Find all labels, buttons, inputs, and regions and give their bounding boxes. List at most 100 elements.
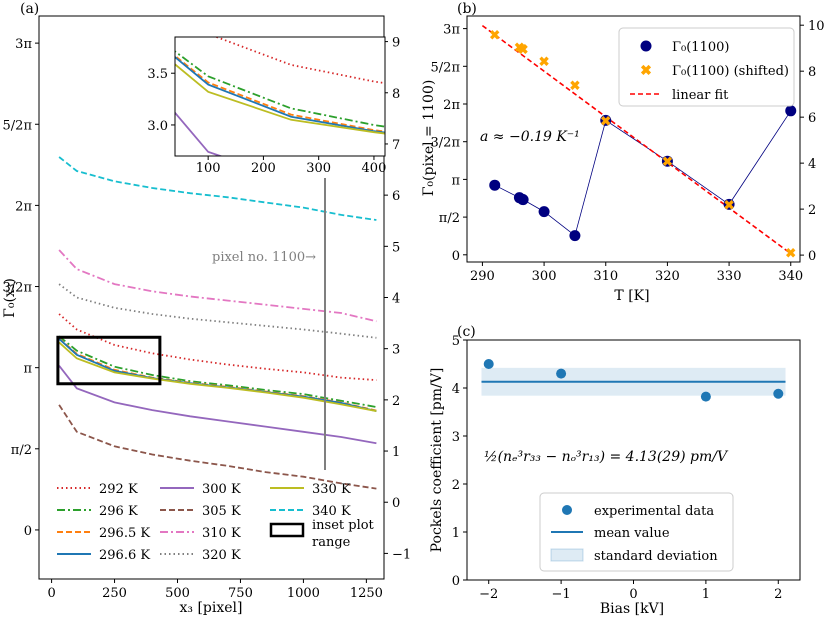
- panel-b-label: (b): [457, 1, 477, 17]
- y-right-tick-label: 3: [392, 343, 400, 358]
- panel-c-label: (c): [457, 324, 476, 340]
- x-tick-label: 290: [470, 269, 495, 284]
- x-tick-label: 310: [593, 269, 618, 284]
- y-tick-label: 2: [452, 478, 460, 493]
- panel-a-xlabel: x₃ [pixel]: [180, 600, 243, 616]
- legend-label: 300 K: [202, 482, 241, 497]
- shifted-point: ✖: [785, 246, 796, 261]
- panel-b: ✖✖✖✖✖✖✖✖✖✖ 290 300 310 320 330 3400π/2π3/2π2π…: [421, 1, 825, 304]
- inset-series-line-296-5-K: [175, 54, 385, 133]
- shifted-point: ✖: [569, 79, 580, 94]
- x-tick-label: 2: [774, 587, 782, 602]
- y-tick-label: 3/2π: [431, 136, 461, 151]
- legend-inset-box: [269, 522, 305, 538]
- y-right-tick-label: 2: [808, 203, 816, 218]
- series-line-310-K: [58, 249, 377, 323]
- gamma-point: [600, 114, 612, 126]
- y-right-tick-label: 10: [808, 19, 825, 34]
- legend-marker-gamma: [640, 40, 652, 52]
- inset-x-tick-label: 300: [306, 161, 331, 176]
- legend-label: inset plot range: [312, 518, 375, 550]
- panel-c-ylabel: Pockels coefficient [pm/V]: [429, 368, 445, 553]
- inset-plot: 100 200 300 400 3.0 3.5: [147, 0, 830, 176]
- y-right-tick-label: 0: [808, 249, 816, 264]
- gamma-point: [569, 230, 581, 242]
- legend-label: 292 K: [99, 482, 138, 497]
- y-tick-label: 4: [452, 382, 460, 397]
- inset-series-line-310-K: [170, 0, 830, 17]
- x-tick-label: −1: [552, 587, 571, 602]
- inset-frame: [174, 36, 386, 157]
- x-tick-label: 340: [778, 269, 803, 284]
- legend-label: 296.6 K: [99, 548, 150, 563]
- y-tick-label: π: [451, 173, 460, 188]
- shifted-point: ✖: [600, 114, 611, 129]
- legend-label-gamma: Γ₀(1100): [672, 40, 729, 55]
- y-tick-label: 5: [452, 334, 460, 349]
- y-right-tick-label: 6: [392, 189, 400, 204]
- gamma-point: [661, 155, 673, 167]
- x-tick-label: 500: [165, 586, 190, 601]
- x-tick-label: 750: [228, 586, 253, 601]
- gamma-point: [489, 179, 501, 191]
- inset-series-line-296-6-K: [175, 55, 385, 134]
- y-right-tick-label: 7: [392, 138, 400, 153]
- legend-label: 305 K: [202, 504, 241, 519]
- series-line-305-K: [58, 404, 377, 490]
- y-tick-label: 3/2π: [3, 281, 33, 296]
- y-right-tick-label: 8: [392, 87, 400, 102]
- gamma-point: [538, 206, 550, 218]
- legend-label-shifted: Γ₀(1100) (shifted): [672, 64, 789, 79]
- inset-range-box: [56, 335, 162, 386]
- y-tick-label: 3π: [443, 23, 460, 38]
- inset-y-tick-label: 3.0: [147, 119, 168, 134]
- legend-marker-experimental: [562, 505, 572, 515]
- gamma-point: [517, 194, 529, 206]
- x-tick-label: 0: [629, 587, 637, 602]
- x-tick-label: 1: [702, 587, 710, 602]
- y-right-tick-label: 4: [392, 292, 400, 307]
- legend-label-fit: linear fit: [672, 88, 729, 103]
- panel-a-legend: 292 K 296 K 296.5 K 296.6 K 300 K 305 K 310 K 3…: [57, 482, 375, 563]
- shifted-point: ✖: [489, 29, 500, 44]
- panel-b-legend: Γ₀(1100) ✖ Γ₀(1100) (shifted) linear fit: [618, 27, 795, 107]
- y-tick-label: 1: [452, 526, 460, 541]
- x-tick-label: 0: [47, 586, 55, 601]
- shifted-point: ✖: [724, 198, 735, 213]
- y-tick-label: 5/2π: [3, 118, 33, 133]
- panel-b-xlabel: T [K]: [614, 288, 649, 304]
- panel-c-legend: experimental data mean value standard de…: [539, 492, 734, 572]
- legend-label: 310 K: [202, 526, 241, 541]
- y-tick-label: 3: [452, 430, 460, 445]
- inset-series-line-330-K: [175, 63, 385, 135]
- panel-a-ylabel: Γ₀(x₃): [2, 278, 18, 318]
- panel-b-ylabel: Γ₀(pixel = 1100): [421, 80, 437, 197]
- legend-label-mean: mean value: [594, 526, 670, 541]
- series-line-340-K: [58, 156, 377, 221]
- panel-a-label: (a): [20, 1, 39, 17]
- x-tick-label: 330: [717, 269, 742, 284]
- y-tick-label: 0: [24, 524, 32, 539]
- y-tick-label: π: [23, 362, 32, 377]
- pixel-annotation: pixel no. 1100→: [212, 250, 316, 265]
- y-right-tick-label: 4: [808, 157, 816, 172]
- legend-label: 320 K: [202, 548, 241, 563]
- shifted-point: ✖: [517, 43, 528, 58]
- legend-label: 340 K: [312, 504, 351, 519]
- panel-b-slope-annotation: a ≈ −0.19 K⁻¹: [480, 129, 580, 145]
- experimental-point: [773, 388, 784, 399]
- y-tick-label: 0: [452, 249, 460, 264]
- x-tick-label: −2: [479, 587, 498, 602]
- y-right-tick-label: 9: [392, 36, 400, 51]
- y-tick-label: 5/2π: [431, 60, 461, 75]
- y-right-tick-label: 8: [808, 65, 816, 80]
- legend-label: 296.5 K: [99, 526, 150, 541]
- legend-label-experimental: experimental data: [594, 504, 714, 519]
- experimental-point: [483, 359, 494, 369]
- shifted-point: ✖: [518, 43, 529, 58]
- y-tick-label: 3π: [15, 37, 32, 52]
- experimental-point: [556, 368, 567, 379]
- inset-series-line-296-K: [175, 50, 385, 128]
